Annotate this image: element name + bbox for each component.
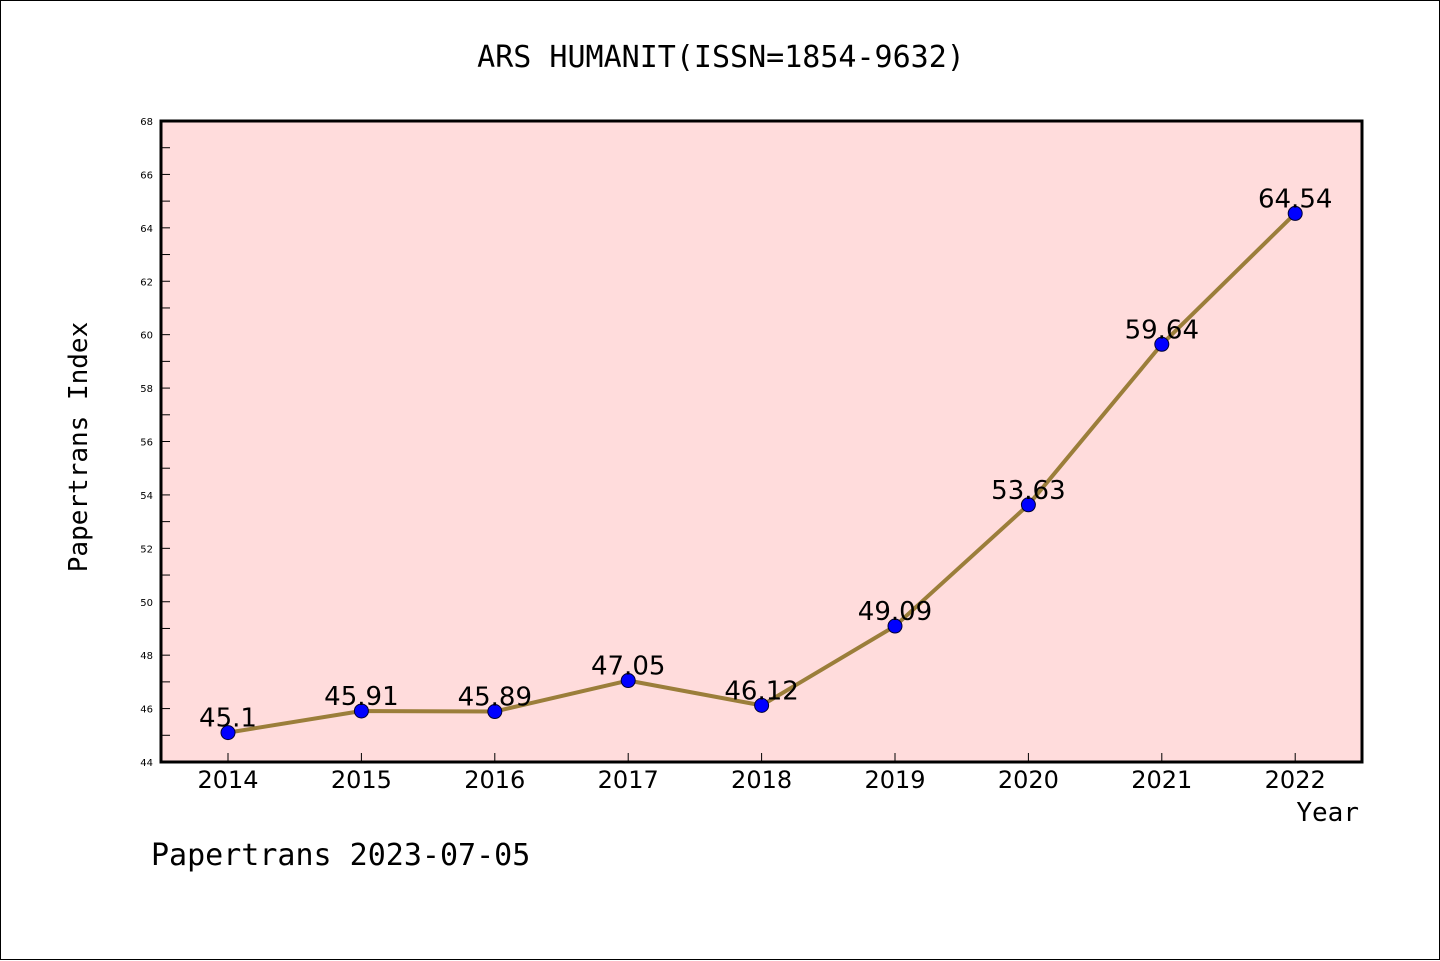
data-point: [754, 697, 770, 713]
data-label: 59.64: [1125, 315, 1199, 345]
y-tick-label: 58: [140, 384, 153, 395]
plot-area: [161, 121, 1362, 762]
data-point: [1154, 336, 1170, 352]
data-point: [1020, 497, 1036, 513]
y-tick-label: 50: [140, 598, 153, 609]
y-tick-label: 60: [140, 331, 153, 342]
x-tick-label: 2018: [731, 766, 792, 794]
x-axis: 2014 2015 2016 2017 2018 2019 2020 2021 2022: [197, 753, 1326, 794]
data-label: 47.05: [591, 652, 665, 682]
y-tick-label: 62: [140, 277, 153, 288]
data-label: 45.89: [458, 683, 532, 713]
data-markers: [220, 205, 1303, 741]
x-tick-label: 2021: [1131, 766, 1192, 794]
data-point: [487, 704, 503, 720]
y-tick-label: 52: [140, 544, 153, 555]
y-tick-label: 44: [140, 758, 153, 769]
y-axis-label: Papertrans Index: [64, 322, 94, 572]
data-labels: 45.1 45.91 45.89 47.05 46.12 49.09 53.63 59.64 6…: [199, 184, 1332, 733]
x-tick-label: 2015: [331, 766, 392, 794]
data-point: [887, 618, 903, 634]
y-tick-label: 68: [140, 117, 153, 128]
footer-text: Papertrans 2023-07-05: [151, 838, 530, 873]
y-axis: 44 46 48 50 52 54 56 58 60 62 64 66 68: [140, 117, 170, 769]
y-tick-label: 66: [140, 170, 153, 181]
y-tick-label: 56: [140, 438, 153, 449]
y-tick-label: 54: [140, 491, 153, 502]
data-label: 45.91: [324, 682, 398, 712]
data-label: 45.1: [199, 704, 257, 734]
x-tick-label: 2016: [464, 766, 525, 794]
x-tick-label: 2020: [998, 766, 1059, 794]
y-tick-label: 48: [140, 651, 153, 662]
data-label: 49.09: [858, 597, 932, 627]
plot-border: [159, 119, 1364, 764]
x-tick-label: 2022: [1265, 766, 1326, 794]
data-point: [353, 703, 369, 719]
data-label: 64.54: [1258, 184, 1332, 214]
y-tick-label: 64: [140, 224, 153, 235]
x-axis-label: Year: [1296, 798, 1359, 828]
x-tick-label: 2017: [598, 766, 659, 794]
data-point: [220, 725, 236, 741]
data-point: [1287, 205, 1303, 221]
x-tick-label: 2019: [864, 766, 925, 794]
x-tick-label: 2014: [197, 766, 258, 794]
chart-title: ARS HUMANIT(ISSN=1854-9632): [477, 40, 965, 75]
data-label: 53.63: [991, 476, 1065, 506]
data-point: [620, 673, 636, 689]
data-label: 46.12: [724, 676, 798, 706]
y-tick-label: 46: [140, 705, 153, 716]
